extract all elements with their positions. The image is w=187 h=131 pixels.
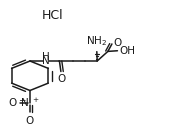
Text: HCl: HCl [42,9,64,22]
Text: +: + [32,97,39,103]
Text: O: O [8,98,16,108]
Text: O: O [113,38,121,48]
Text: H: H [42,52,50,62]
Text: OH: OH [120,46,136,56]
Text: −: − [18,95,25,104]
Text: NH$_2$: NH$_2$ [86,34,107,48]
Text: O: O [26,116,34,125]
Text: N: N [42,56,50,66]
Text: O: O [57,74,65,84]
Text: N: N [21,98,29,108]
